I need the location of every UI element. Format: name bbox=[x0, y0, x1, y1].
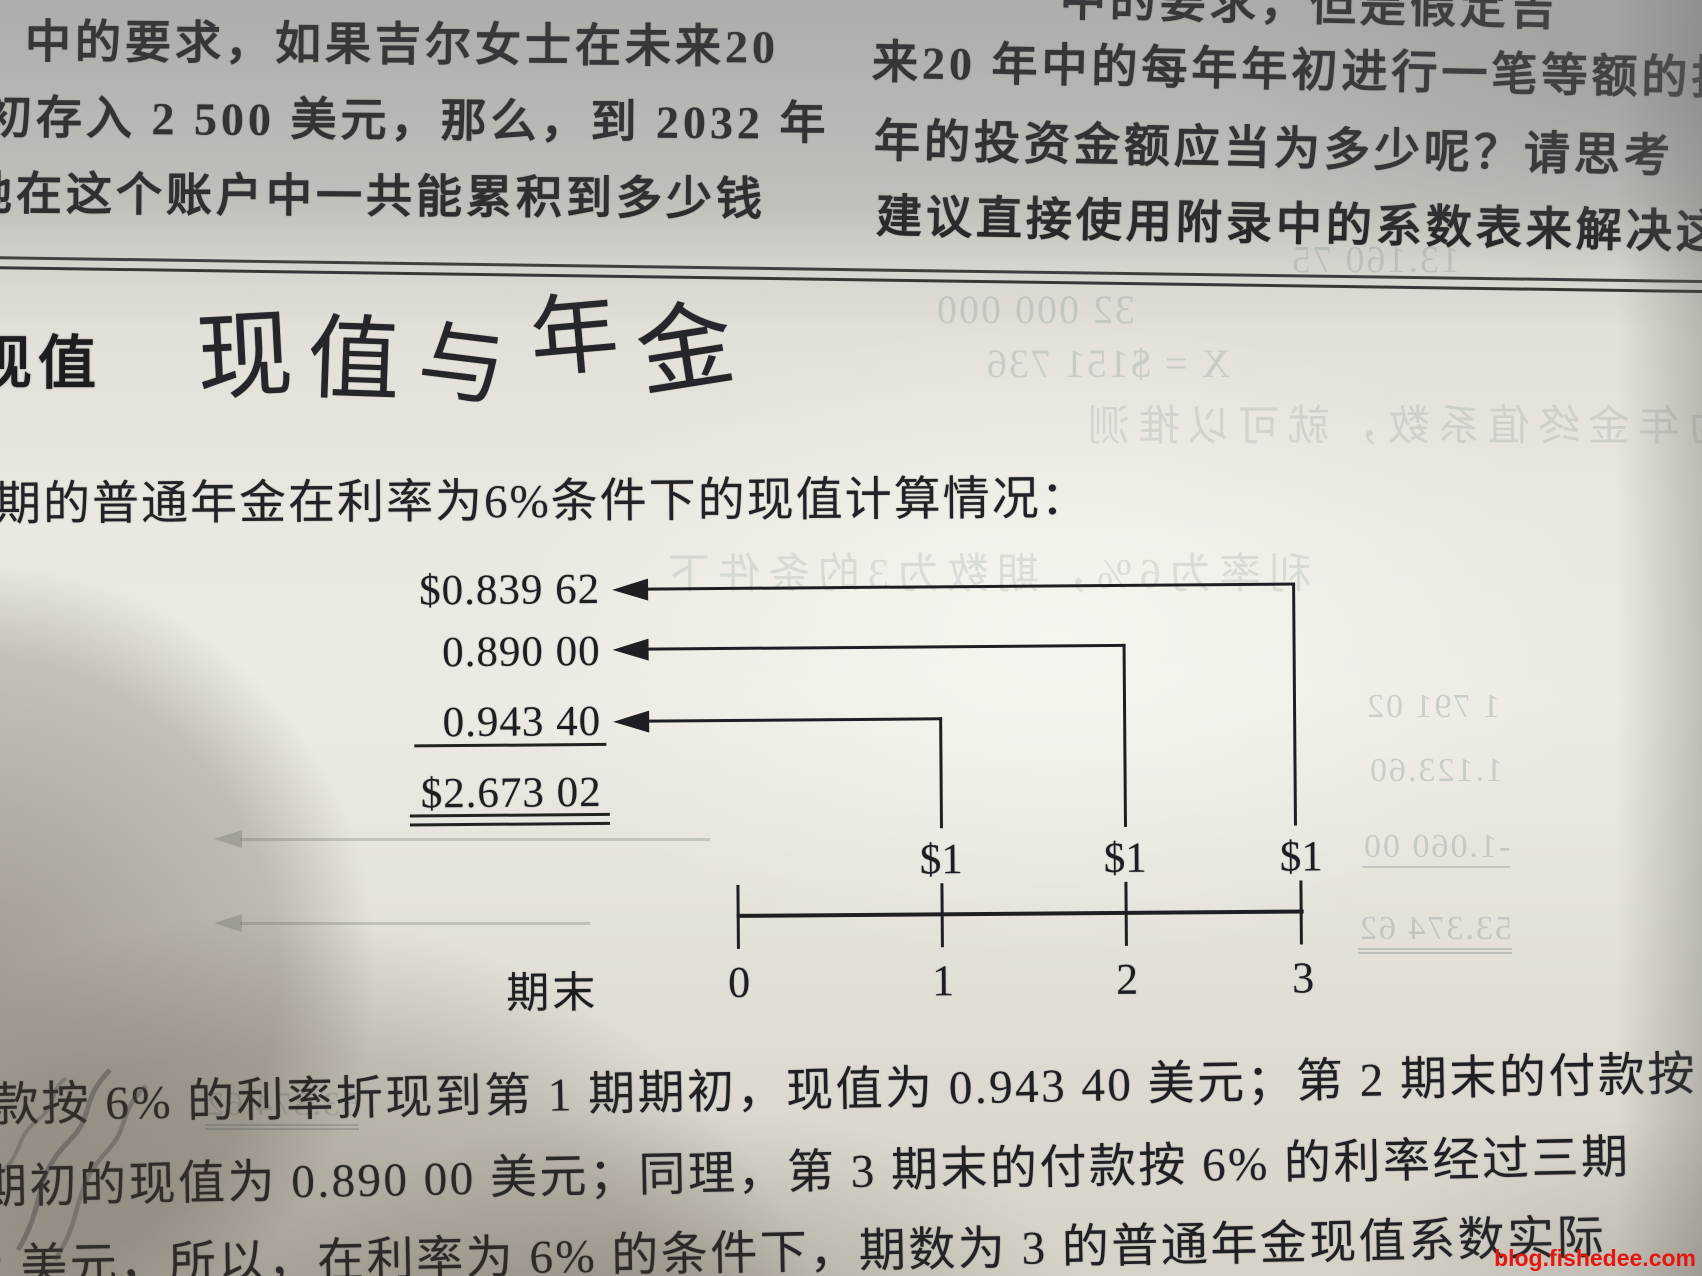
single-underline bbox=[414, 742, 607, 748]
present-value-1: $0.839 62 bbox=[418, 565, 601, 615]
tick-label-3: 3 bbox=[1291, 953, 1315, 1003]
arrow-drop-period1 bbox=[939, 717, 943, 829]
arrow-head-left-icon bbox=[613, 710, 650, 733]
double-underline bbox=[409, 821, 610, 827]
bleedthrough-arrow-line bbox=[240, 922, 590, 925]
payment-label-3: $1 bbox=[1279, 833, 1323, 881]
timeline-tick-2 bbox=[1124, 881, 1128, 946]
pen-scribble bbox=[2, 1068, 148, 1262]
present-value-2: 0.890 00 bbox=[441, 627, 601, 677]
arrow-drop-period3 bbox=[1292, 582, 1297, 826]
timeline-tick-3 bbox=[1299, 880, 1303, 945]
bleedthrough-arrow-head bbox=[214, 914, 242, 932]
axis-title: 期末 bbox=[506, 969, 599, 1018]
arrow-line-period2 bbox=[646, 643, 1126, 651]
arrow-head-left-icon bbox=[612, 638, 649, 661]
bleedthrough-arrow-head bbox=[214, 830, 242, 848]
tick-label-2: 2 bbox=[1115, 954, 1139, 1004]
payment-label-1: $1 bbox=[919, 836, 963, 884]
tick-label-1: 1 bbox=[931, 956, 955, 1006]
printed-section-label: 现值 bbox=[0, 331, 103, 396]
arrow-head-left-icon bbox=[612, 578, 649, 601]
watermark: blog.fishedee.com bbox=[1494, 1245, 1696, 1271]
arrow-line-period3 bbox=[646, 582, 1296, 591]
timeline-tick-1 bbox=[940, 883, 944, 948]
bleedthrough-arrow-line bbox=[240, 838, 710, 841]
arrow-line-period1 bbox=[647, 717, 943, 723]
timeline-bar bbox=[736, 909, 1304, 918]
arrow-drop-period2 bbox=[1122, 643, 1127, 827]
tick-label-0: 0 bbox=[728, 957, 751, 1007]
present-value-3: 0.943 40 bbox=[442, 697, 602, 747]
payment-label-2: $1 bbox=[1103, 834, 1147, 883]
timeline-tick-0 bbox=[736, 884, 740, 949]
present-value-total: $2.673 02 bbox=[420, 768, 602, 818]
